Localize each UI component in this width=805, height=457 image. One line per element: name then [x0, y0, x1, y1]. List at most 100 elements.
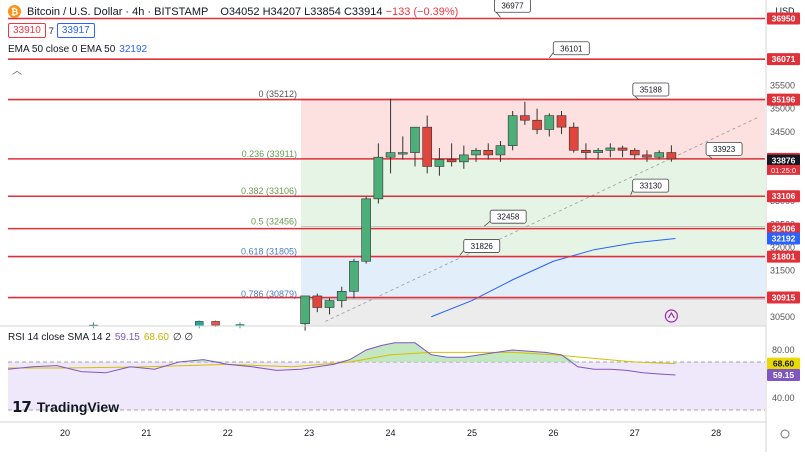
x-tick-label: 21 [141, 428, 151, 438]
candle [312, 295, 323, 308]
price-badge [767, 12, 800, 25]
candle [581, 149, 591, 153]
candle [422, 126, 432, 167]
price-badge [767, 53, 800, 66]
candle [324, 300, 335, 308]
rsi-tick-label: 40.00 [772, 393, 795, 403]
price-badge-label: 33876 [772, 156, 796, 166]
price-badge-label: 36071 [772, 54, 796, 64]
candle [568, 126, 579, 151]
price-badge [767, 222, 800, 235]
x-tick-label: 20 [60, 428, 70, 438]
x-tick-label: 23 [304, 428, 314, 438]
candle [211, 321, 220, 326]
fib-zone [301, 256, 765, 300]
candle [629, 149, 640, 156]
candle [471, 149, 481, 156]
rsi-line [7, 342, 676, 376]
fib-zone [301, 226, 765, 257]
callout-box [494, 0, 531, 13]
x-tick-label: 26 [548, 428, 558, 438]
callout-box [632, 178, 670, 193]
ohlc-change: −133 (−0.39%) [385, 5, 459, 18]
ohlc-low: L33854 [304, 5, 341, 18]
candle [459, 154, 469, 163]
price-badge-label: 32192 [772, 234, 796, 244]
candle [373, 156, 384, 200]
tradingview-logo[interactable]: 𝟭𝟳 TradingView [12, 398, 119, 416]
callout-label: 36101 [560, 44, 583, 53]
price-badge [767, 291, 800, 304]
candle [593, 149, 603, 153]
y-tick-label: 32000 [770, 242, 795, 252]
price-badge [767, 154, 800, 167]
callout-box [552, 41, 590, 56]
trade-buttons: 33910 7 33917 [8, 23, 95, 38]
callout-leader [459, 250, 465, 256]
rsi-value: 59.15 [114, 332, 140, 343]
x-tick-label: 25 [467, 428, 477, 438]
price-badge-label: 32406 [772, 224, 796, 234]
x-tick-label: 27 [630, 428, 640, 438]
candle [446, 159, 457, 163]
callout-box [632, 82, 670, 97]
symbol-header: ₿ Bitcoin / U.S. Dollar · 4h · BITSTAMP … [8, 5, 458, 18]
x-tick-label: 22 [223, 428, 233, 438]
candle [666, 152, 677, 160]
candle [605, 147, 616, 151]
candle [556, 115, 567, 128]
price-badge-label: 33106 [772, 191, 796, 201]
price-badge-label: 31801 [772, 252, 796, 262]
ohlc-readout: O34052 H34207 L33854 C33914 −133 (−0.39%… [220, 6, 458, 18]
countdown-badge [767, 164, 800, 175]
price-badge [767, 232, 800, 245]
rsi-badge-label: 59.15 [773, 370, 795, 380]
ohlc-open: O34052 [220, 5, 260, 18]
chevron-up-icon[interactable]: ︿ [12, 66, 22, 77]
symbol-title[interactable]: Bitcoin / U.S. Dollar · 4h · BITSTAMP [27, 5, 209, 18]
callout-box [463, 239, 501, 253]
candle [434, 159, 445, 167]
countdown-label: 01:25:0 [771, 166, 796, 175]
callout-label: 32458 [497, 213, 520, 222]
buy-button[interactable]: 33917 [56, 23, 95, 38]
callout-label: 33130 [640, 182, 663, 191]
rsi-tick-label: 80.00 [772, 345, 795, 355]
rsi-band [8, 362, 765, 410]
fib-zone [301, 159, 765, 197]
callout-label: 35188 [640, 85, 663, 94]
candle [336, 291, 347, 301]
trend-line [325, 117, 758, 322]
rsi-sma-badge [767, 357, 800, 370]
callout-label: 36977 [501, 2, 524, 11]
candle [349, 260, 359, 292]
alert-icon [664, 309, 678, 323]
ohlc-high: H34207 [262, 5, 302, 18]
price-badge-label: 30915 [772, 293, 796, 303]
callout-leader [483, 220, 491, 227]
fib-zone [301, 299, 765, 326]
candle [654, 152, 664, 158]
callout-box [705, 142, 743, 156]
y-tick-label: 34500 [770, 127, 795, 137]
callout-box [489, 209, 527, 224]
fib-label: 0.618 (31805) [241, 246, 297, 256]
rsi-sma-badge-label: 68.60 [773, 359, 795, 369]
candle [385, 152, 396, 158]
ema-legend[interactable]: EMA 50 close 0 EMA 50 32192 [8, 44, 147, 55]
candle [532, 119, 542, 130]
price-badge-label: 35196 [772, 95, 796, 105]
sell-button[interactable]: 33910 [8, 23, 46, 38]
callout-label: 31826 [471, 242, 494, 251]
rsi-legend[interactable]: RSI 14 close SMA 14 2 59.15 68.60 ∅ ∅ [8, 332, 193, 343]
candle [410, 126, 420, 153]
candle [617, 147, 628, 151]
y-tick-label: 35000 [770, 104, 795, 114]
fib-label: 0 (35212) [259, 89, 298, 99]
candle [361, 198, 371, 262]
alert-icon [667, 311, 675, 319]
candle [520, 115, 530, 121]
y-tick-label: 35500 [770, 81, 795, 91]
rsi-label: RSI 14 close SMA 14 2 [8, 332, 111, 343]
